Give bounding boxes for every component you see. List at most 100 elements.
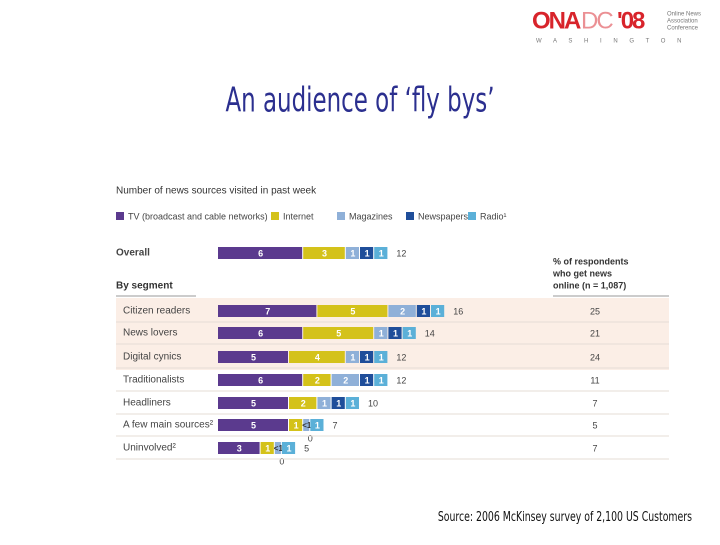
category-label: Citizen readers [123, 306, 190, 317]
bar-segment [388, 305, 416, 317]
legend-label: TV (broadcast and cable networks) [128, 211, 268, 221]
segment-label: 5 [350, 306, 355, 316]
bar-segment [218, 247, 303, 259]
logo-text: Association [667, 19, 698, 25]
total-label: 7 [333, 420, 338, 430]
pct-label: 7 [592, 398, 597, 408]
segment-label: 1 [315, 420, 320, 430]
logo-dc: DC [581, 7, 613, 34]
bar-segment [345, 397, 359, 409]
logo-city: W A S H I N G T O N [536, 39, 686, 45]
pct-label: 11 [590, 375, 599, 385]
segment-label: 1 [350, 248, 355, 258]
total-label: 14 [425, 328, 435, 338]
logo-text: Conference [667, 26, 699, 32]
bar-segment [402, 327, 416, 339]
legend-label: Magazines [349, 211, 393, 221]
bar-segment [431, 305, 445, 317]
bar-segment [317, 397, 331, 409]
segment-label: 2 [301, 398, 306, 408]
segment-label: 1 [365, 352, 370, 362]
segment-label: 5 [251, 398, 256, 408]
logo: ONA DC '08 Online News Association Confe… [532, 7, 701, 44]
bar-segment [218, 351, 288, 363]
bar-segment [289, 397, 317, 409]
segment-label: <1 [302, 421, 312, 430]
total-label: 16 [453, 306, 463, 316]
slide-title: An audience of ‘fly bys’ [225, 81, 494, 121]
bar-segment [374, 351, 388, 363]
bar-segment [281, 442, 296, 454]
bar-segment [310, 419, 324, 431]
pct-label: 25 [590, 306, 600, 316]
segment-label: 5 [251, 352, 256, 362]
segment-label: 1 [336, 398, 341, 408]
total-label: 12 [396, 352, 406, 362]
bar-segment [317, 305, 388, 317]
logo-text: Online News [667, 12, 701, 18]
segment-label: 1 [350, 352, 355, 362]
segment-label: 6 [258, 328, 263, 338]
bar-segment [218, 374, 303, 386]
segment-label: 1 [379, 328, 384, 338]
segment-label: <1 [274, 444, 284, 453]
chart-subtitle: Number of news sources visited in past w… [116, 186, 317, 197]
bar-segment [218, 327, 303, 339]
bar-segment [345, 247, 359, 259]
legend-swatch [406, 212, 414, 220]
segment-label: 1 [286, 443, 291, 453]
source-note: Source: 2006 McKinsey survey of 2,100 US… [438, 509, 692, 524]
bar-segment [374, 374, 388, 386]
pct-header: online (n = 1,087) [553, 280, 626, 290]
category-label: Overall [116, 248, 150, 259]
legend-label: Internet [283, 211, 314, 221]
segment-label: 3 [237, 443, 242, 453]
segment-label: 1 [379, 352, 384, 362]
segment-label: 2 [400, 306, 405, 316]
bar-segment [416, 305, 430, 317]
segment-label: 1 [350, 398, 355, 408]
segment-label: 1 [407, 328, 412, 338]
bar-segment [303, 374, 331, 386]
bar-segment [303, 419, 310, 431]
bar-segment [345, 351, 359, 363]
bar-segment [218, 305, 317, 317]
bar-segment [360, 374, 374, 386]
bar-segment [331, 397, 345, 409]
bar-segment [360, 351, 374, 363]
segment-label: 1 [379, 248, 384, 258]
segment-label: 6 [258, 375, 263, 385]
segment-label: 5 [336, 328, 341, 338]
segment-label: 1 [421, 306, 426, 316]
logo-year: '08 [617, 7, 645, 34]
bar-segment [289, 351, 345, 363]
bar-segment [218, 442, 260, 454]
bar-segment [388, 327, 402, 339]
total-label: 10 [368, 398, 378, 408]
segment-label: 1 [294, 420, 299, 430]
pct-header: % of respondents [553, 256, 629, 266]
segment-label: 1 [365, 248, 370, 258]
legend-label: Radio¹ [480, 211, 507, 221]
segment-label: 1 [436, 306, 441, 316]
pct-label: 7 [592, 443, 597, 453]
legend-swatch [271, 212, 279, 220]
segment-label: 1 [265, 443, 270, 453]
segment-label: 0 [308, 433, 313, 443]
category-label: News lovers [123, 328, 177, 339]
bar-segment [218, 397, 288, 409]
segment-label: 1 [393, 328, 398, 338]
category-label: Headliners [123, 398, 171, 409]
bar-segment [374, 247, 388, 259]
category-label: Digital cynics [123, 352, 181, 363]
bar-segment [303, 247, 345, 259]
pct-label: 21 [590, 328, 600, 338]
segment-label: 4 [315, 352, 320, 362]
pct-header: who get news [552, 268, 612, 278]
total-label: 5 [304, 443, 309, 453]
category-label: Traditionalists [123, 375, 184, 386]
bar-segment [260, 442, 274, 454]
segment-label: 1 [379, 375, 384, 385]
category-label: A few main sources² [123, 420, 214, 431]
